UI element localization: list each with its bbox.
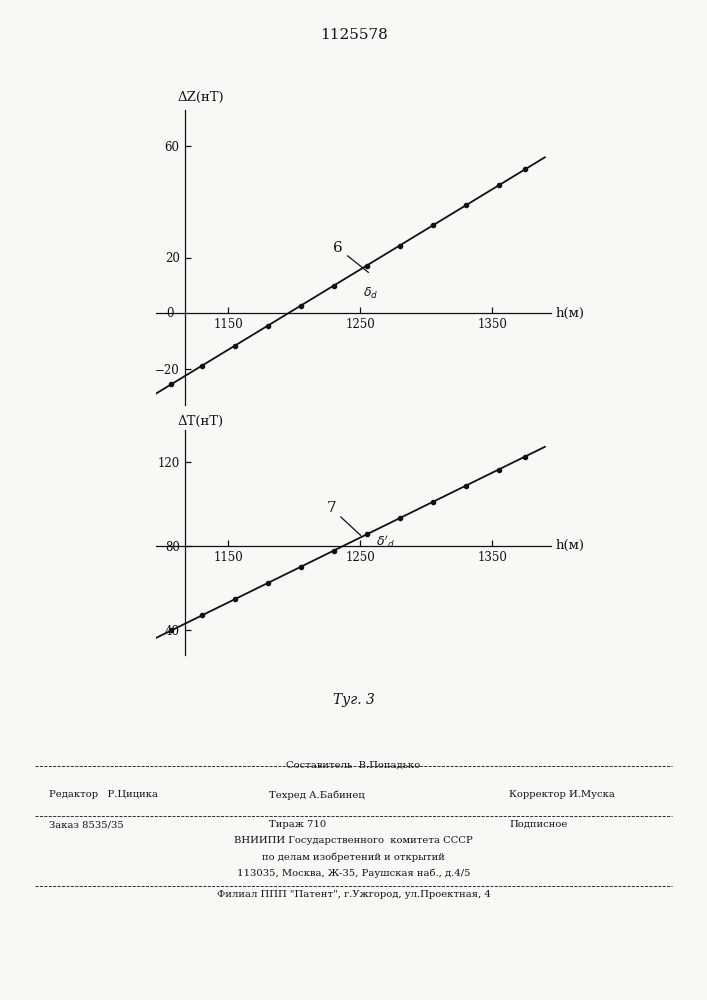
Text: ВНИИПИ Государственного  комитета СССР: ВНИИПИ Государственного комитета СССР [234,836,473,845]
Text: Корректор И.Муска: Корректор И.Муска [509,790,615,799]
Text: 0: 0 [167,307,174,320]
Text: Техред А.Бабинец: Техред А.Бабинец [269,790,364,800]
Text: 1125578: 1125578 [320,28,387,42]
Text: $\mathit{\delta}_d$: $\mathit{\delta}_d$ [363,285,378,301]
Text: Составитель  В.Попадько: Составитель В.Попадько [286,761,421,770]
Text: по делам изобретений и открытий: по делам изобретений и открытий [262,852,445,861]
Text: 113035, Москва, Ж-35, Раушская наб., д.4/5: 113035, Москва, Ж-35, Раушская наб., д.4… [237,868,470,878]
Text: Тираж 710: Тираж 710 [269,820,326,829]
Text: Заказ 8535/35: Заказ 8535/35 [49,820,124,829]
Text: 7: 7 [326,501,361,535]
Text: ΔT(нT): ΔT(нT) [178,415,224,428]
Text: Τуг. 2: Τуг. 2 [332,443,375,457]
Text: h(м): h(м) [556,539,585,552]
Text: ΔZ(нT): ΔZ(нT) [178,91,225,104]
Text: 6: 6 [333,241,368,272]
Text: Филиал ППП "Патент", г.Ужгород, ул.Проектная, 4: Филиал ППП "Патент", г.Ужгород, ул.Проек… [216,890,491,899]
Text: Τуг. 3: Τуг. 3 [332,693,375,707]
Text: $\mathit{\delta}'_d$: $\mathit{\delta}'_d$ [376,533,395,550]
Text: Редактор   Р.Цицика: Редактор Р.Цицика [49,790,158,799]
Text: Подписное: Подписное [509,820,568,829]
Text: h(м): h(м) [556,307,585,320]
